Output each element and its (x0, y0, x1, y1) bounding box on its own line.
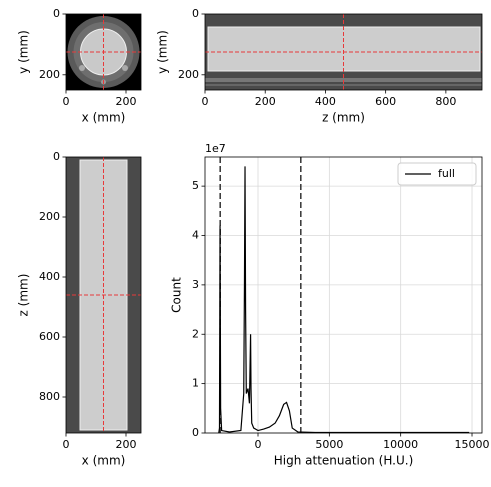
x-tick-label: 0 (202, 95, 209, 108)
y-tick-label: 200 (39, 210, 60, 223)
legend-box (397, 162, 477, 186)
y-tick-label: 400 (39, 270, 60, 283)
axes-frame (204, 156, 483, 434)
x-tick-label: 15000 (455, 438, 490, 451)
y-tick-label: 200 (178, 68, 199, 81)
y-tick-label: 800 (39, 390, 60, 403)
x-tick-label: 0 (63, 438, 70, 451)
y-tick-label: 4 (192, 229, 199, 242)
y-axis-label: z (mm) (17, 274, 31, 317)
x-tick-label: 5000 (315, 438, 343, 451)
y-tick-label: 1 (192, 377, 199, 390)
x-tick-label: 0 (255, 438, 262, 451)
axes-frame (204, 13, 483, 91)
x-axis-label: x (mm) (82, 454, 126, 468)
x-axis-label: High attenuation (H.U.) (274, 454, 414, 468)
legend-label: full (438, 167, 455, 180)
y-offset-label: 1e7 (205, 142, 226, 155)
y-tick-label: 200 (39, 68, 60, 81)
y-axis-label: Count (170, 277, 184, 313)
axes-frame (65, 13, 142, 91)
y-tick-label: 0 (192, 426, 199, 439)
y-tick-label: 0 (53, 150, 60, 163)
y-axis-label: y (mm) (17, 30, 31, 74)
x-tick-label: 10000 (383, 438, 418, 451)
y-axis-label: y (mm) (156, 30, 170, 74)
y-tick-label: 3 (192, 278, 199, 291)
x-tick-label: 200 (116, 95, 137, 108)
y-tick-label: 0 (53, 7, 60, 20)
x-tick-label: 200 (255, 95, 276, 108)
x-axis-label: x (mm) (82, 111, 126, 125)
y-tick-label: 600 (39, 330, 60, 343)
axes-frame (65, 156, 142, 434)
data-line (218, 166, 470, 433)
y-tick-label: 5 (192, 179, 199, 192)
x-tick-label: 0 (63, 95, 70, 108)
x-tick-label: 600 (375, 95, 396, 108)
x-tick-label: 200 (116, 438, 137, 451)
x-axis-label: z (mm) (322, 111, 365, 125)
x-tick-label: 800 (435, 95, 456, 108)
y-tick-label: 2 (192, 327, 199, 340)
x-tick-label: 400 (315, 95, 336, 108)
y-tick-label: 0 (192, 7, 199, 20)
